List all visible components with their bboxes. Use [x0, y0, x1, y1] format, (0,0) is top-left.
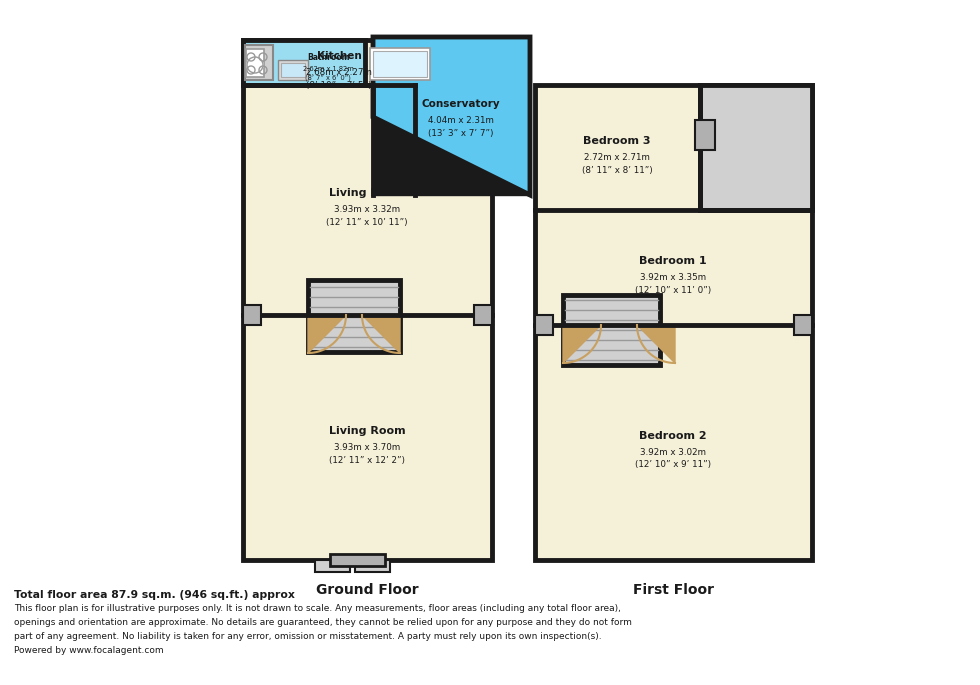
Text: Living Room: Living Room [328, 426, 406, 436]
Bar [563, 295, 660, 365]
Bar [535, 85, 812, 560]
Text: 3.92m x 3.02m
(12’ 10” x 9’ 11”): 3.92m x 3.02m (12’ 10” x 9’ 11”) [635, 448, 711, 469]
Text: 3.92m x 3.35m
(12’ 10” x 11’ 0”): 3.92m x 3.35m (12’ 10” x 11’ 0”) [635, 273, 711, 295]
Text: Bedroom 3: Bedroom 3 [583, 136, 651, 146]
Bar [355, 560, 390, 572]
Polygon shape [373, 37, 530, 195]
Text: 4.04m x 2.31m
(13’ 3” x 7’ 7”): 4.04m x 2.31m (13’ 3” x 7’ 7”) [428, 116, 494, 138]
Bar [535, 315, 553, 335]
Bar [243, 305, 261, 325]
Text: 2.72m x 2.71m
(8’ 11” x 8’ 11”): 2.72m x 2.71m (8’ 11” x 8’ 11”) [581, 153, 653, 175]
Bar [370, 48, 430, 80]
Text: Bedroom 1: Bedroom 1 [639, 256, 707, 266]
Polygon shape [308, 315, 346, 353]
Polygon shape [373, 117, 530, 195]
Bar [474, 305, 492, 325]
Text: 2.68m x 2.27m
(8’ 10” x 7’ 5”): 2.68m x 2.27m (8’ 10” x 7’ 5”) [306, 68, 372, 90]
Bar [373, 51, 427, 77]
Text: Total floor area 87.9 sq.m. (946 sq.ft.) approx: Total floor area 87.9 sq.m. (946 sq.ft.)… [14, 590, 295, 600]
Text: Bedroom 2: Bedroom 2 [639, 431, 707, 441]
Text: First Floor: First Floor [632, 583, 713, 597]
Bar [695, 120, 715, 150]
Circle shape [247, 57, 263, 73]
Bar [700, 85, 812, 210]
Text: Ground Floor: Ground Floor [316, 583, 418, 597]
Text: Powered by www.focalagent.com: Powered by www.focalagent.com [14, 646, 164, 655]
Polygon shape [362, 315, 400, 353]
Text: 2.62m x 1.82m
(8’ 7” x 6’ 0”): 2.62m x 1.82m (8’ 7” x 6’ 0”) [303, 66, 354, 81]
Bar [281, 63, 305, 77]
Bar [278, 60, 308, 80]
Text: Kitchen: Kitchen [317, 51, 362, 61]
Text: Conservatory: Conservatory [421, 99, 501, 109]
Text: openings and orientation are approximate. No details are guaranteed, they cannot: openings and orientation are approximate… [14, 618, 632, 627]
Text: This floor plan is for illustrative purposes only. It is not drawn to scale. Any: This floor plan is for illustrative purp… [14, 604, 621, 613]
Text: 3.93m x 3.70m
(12’ 11” x 12’ 2”): 3.93m x 3.70m (12’ 11” x 12’ 2”) [329, 443, 405, 464]
Bar [308, 280, 400, 352]
Bar [243, 40, 415, 85]
Bar [243, 85, 492, 560]
Text: 3.93m x 3.32m
(12’ 11” x 10’ 11”): 3.93m x 3.32m (12’ 11” x 10’ 11”) [326, 205, 408, 227]
Bar [315, 560, 350, 572]
Bar [246, 49, 264, 77]
Bar [794, 315, 812, 335]
Text: Living Room: Living Room [328, 188, 406, 198]
Text: Bathroom: Bathroom [307, 53, 349, 62]
Polygon shape [563, 325, 601, 363]
Bar [330, 554, 385, 566]
Text: part of any agreement. No liability is taken for any error, omission or misstate: part of any agreement. No liability is t… [14, 632, 602, 641]
Bar [243, 40, 365, 85]
Polygon shape [637, 325, 675, 363]
Bar [245, 45, 273, 80]
